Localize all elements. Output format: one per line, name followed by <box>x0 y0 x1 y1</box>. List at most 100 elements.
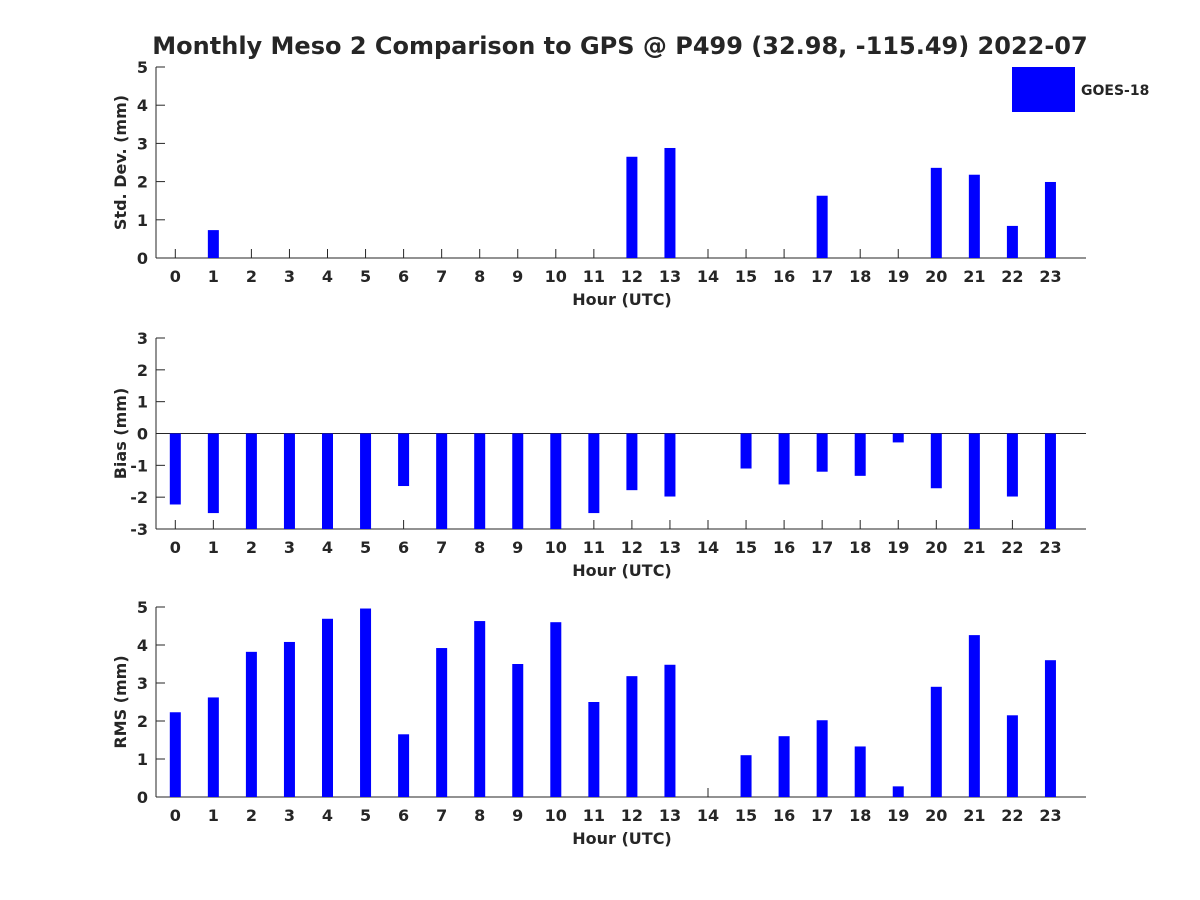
bar-hour-17 <box>816 195 828 258</box>
x-tick-label: 2 <box>246 267 257 286</box>
x-tick-label: 16 <box>773 538 795 557</box>
bar-hour-2 <box>245 651 257 797</box>
bar-hour-12 <box>626 433 638 491</box>
x-tick-label: 7 <box>436 806 447 825</box>
bar-hour-11 <box>588 702 600 797</box>
bar-hour-6 <box>398 734 410 797</box>
x-tick-label: 8 <box>474 538 485 557</box>
x-tick-label: 0 <box>170 806 181 825</box>
x-tick-label: 18 <box>849 267 871 286</box>
x-tick-label: 15 <box>735 806 757 825</box>
x-tick-label: 8 <box>474 806 485 825</box>
x-tick-label: 0 <box>170 267 181 286</box>
x-tick-label: 19 <box>887 538 909 557</box>
y-tick-label: 4 <box>137 636 148 655</box>
bar-hour-8 <box>474 621 486 797</box>
y-axis-label: Bias (mm) <box>111 388 130 480</box>
y-tick-label: 1 <box>137 750 148 769</box>
x-tick-label: 1 <box>208 267 219 286</box>
bar-hour-6 <box>398 433 410 487</box>
x-tick-label: 13 <box>659 538 681 557</box>
bar-hour-16 <box>778 433 790 485</box>
bar-hour-13 <box>664 147 676 258</box>
x-tick-label: 13 <box>659 267 681 286</box>
x-tick-label: 11 <box>583 267 605 286</box>
bar-hour-3 <box>283 433 295 529</box>
bar-hour-8 <box>474 433 486 529</box>
x-tick-label: 2 <box>246 538 257 557</box>
bar-hour-15 <box>740 433 752 469</box>
x-tick-label: 17 <box>811 267 833 286</box>
chart-title: Monthly Meso 2 Comparison to GPS @ P499 … <box>152 32 1087 60</box>
x-tick-label: 15 <box>735 538 757 557</box>
x-tick-label: 5 <box>360 806 371 825</box>
x-tick-label: 22 <box>1001 806 1023 825</box>
bar-hour-11 <box>588 433 600 514</box>
x-tick-label: 9 <box>512 538 523 557</box>
y-tick-label: 5 <box>137 58 148 77</box>
x-tick-label: 1 <box>208 538 219 557</box>
x-tick-label: 16 <box>773 806 795 825</box>
bar-hour-0 <box>169 433 181 505</box>
bar-hour-22 <box>1006 225 1018 258</box>
x-tick-label: 5 <box>360 538 371 557</box>
y-tick-label: 2 <box>137 361 148 380</box>
bar-hour-4 <box>322 618 333 797</box>
x-tick-label: 11 <box>583 538 605 557</box>
bar-hour-18 <box>854 433 866 476</box>
legend-label: GOES-18 <box>1081 83 1149 99</box>
bar-hour-12 <box>626 156 638 258</box>
x-tick-label: 12 <box>621 806 643 825</box>
x-tick-label: 1 <box>208 806 219 825</box>
bar-hour-4 <box>322 433 333 529</box>
legend-swatch-goes-18 <box>1012 67 1075 112</box>
x-tick-label: 19 <box>887 267 909 286</box>
bar-hour-21 <box>968 635 980 797</box>
x-tick-label: 3 <box>284 806 295 825</box>
bar-hour-1 <box>207 433 219 514</box>
y-tick-label: -1 <box>130 456 148 475</box>
x-tick-label: 9 <box>512 806 523 825</box>
y-tick-label: 1 <box>137 211 148 230</box>
bar-hour-18 <box>854 746 866 797</box>
bar-hour-21 <box>968 174 980 258</box>
x-tick-label: 15 <box>735 267 757 286</box>
bar-hour-22 <box>1006 433 1018 497</box>
y-axis-label: RMS (mm) <box>111 655 130 748</box>
bar-hour-13 <box>664 664 676 797</box>
y-axis-label: Std. Dev. (mm) <box>111 95 130 230</box>
y-tick-label: 0 <box>137 425 148 444</box>
bar-hour-21 <box>968 433 980 529</box>
x-tick-label: 6 <box>398 538 409 557</box>
x-tick-label: 7 <box>436 538 447 557</box>
bar-hour-22 <box>1006 715 1018 797</box>
x-axis-label: Hour (UTC) <box>572 290 672 309</box>
x-tick-label: 23 <box>1039 806 1061 825</box>
legend: GOES-18 <box>1012 67 1149 112</box>
bar-hour-23 <box>1044 181 1056 258</box>
x-tick-label: 23 <box>1039 538 1061 557</box>
y-tick-label: 3 <box>137 329 148 348</box>
y-tick-label: 2 <box>137 173 148 192</box>
y-tick-label: -3 <box>130 520 148 539</box>
x-tick-label: 14 <box>697 538 719 557</box>
x-axis-label: Hour (UTC) <box>572 829 672 848</box>
y-tick-label: 5 <box>137 598 148 617</box>
x-tick-label: 7 <box>436 267 447 286</box>
y-tick-label: -2 <box>130 488 148 507</box>
bar-hour-1 <box>207 697 219 797</box>
x-tick-label: 12 <box>621 538 643 557</box>
x-tick-label: 4 <box>322 267 333 286</box>
x-tick-label: 4 <box>322 806 333 825</box>
bar-hour-7 <box>436 648 448 797</box>
y-tick-label: 4 <box>137 96 148 115</box>
x-tick-label: 0 <box>170 538 181 557</box>
y-tick-label: 2 <box>137 712 148 731</box>
bar-hour-1 <box>207 230 219 258</box>
y-tick-label: 3 <box>137 134 148 153</box>
bar-hour-13 <box>664 433 676 497</box>
x-tick-label: 11 <box>583 806 605 825</box>
